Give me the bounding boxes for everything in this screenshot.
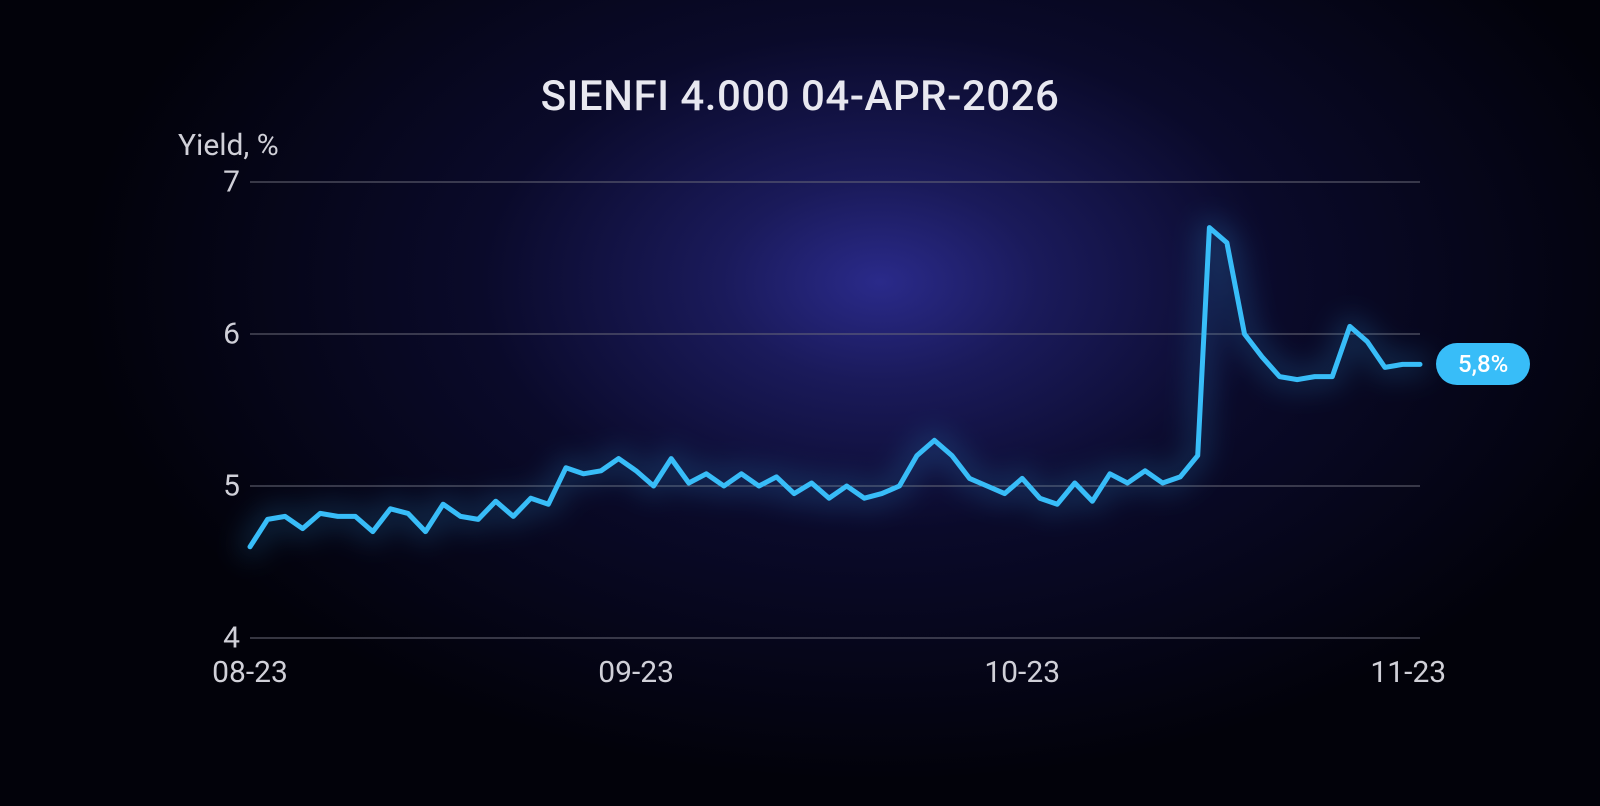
plot-area xyxy=(250,182,1420,638)
end-value-text: 5,8% xyxy=(1458,350,1508,378)
x-tick-label: 09-23 xyxy=(598,655,674,690)
chart-title: SIENFI 4.000 04-APR-2026 xyxy=(0,72,1600,121)
end-value-badge: 5,8% xyxy=(1436,343,1530,385)
y-tick-label: 4 xyxy=(190,621,240,656)
y-tick-label: 7 xyxy=(190,165,240,200)
y-axis-label: Yield, % xyxy=(178,128,279,163)
x-tick-label: 08-23 xyxy=(212,655,288,690)
chart-svg xyxy=(250,182,1420,638)
x-tick-label: 10-23 xyxy=(984,655,1060,690)
x-tick-label: 11-23 xyxy=(1370,655,1446,690)
y-tick-label: 6 xyxy=(190,317,240,352)
y-tick-label: 5 xyxy=(190,469,240,504)
